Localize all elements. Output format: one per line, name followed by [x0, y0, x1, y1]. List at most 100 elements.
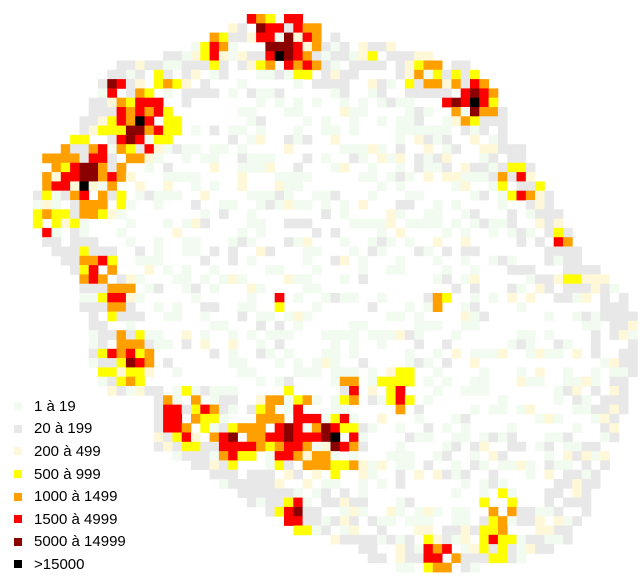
- grid-cell: [274, 51, 285, 61]
- grid-cell: [293, 497, 303, 508]
- grid-cell: [544, 330, 555, 340]
- grid-cell: [377, 246, 387, 257]
- grid-cell: [228, 358, 238, 368]
- grid-cell: [209, 32, 220, 43]
- grid-cell: [497, 544, 508, 554]
- grid-cell: [386, 534, 396, 545]
- grid-cell: [135, 339, 145, 350]
- grid-cell: [600, 395, 610, 405]
- grid-cell: [144, 116, 155, 126]
- grid-cell: [200, 218, 210, 229]
- grid-cell: [51, 190, 62, 201]
- grid-cell: [321, 516, 331, 526]
- grid-cell: [163, 60, 173, 71]
- grid-cell: [98, 255, 108, 266]
- grid-cell: [163, 162, 173, 173]
- grid-cell: [442, 172, 452, 182]
- grid-cell: [116, 339, 127, 350]
- grid-cell: [590, 330, 601, 340]
- grid-cell: [70, 237, 80, 247]
- grid-cell: [377, 534, 387, 545]
- grid-cell: [237, 274, 248, 285]
- grid-cell: [256, 134, 266, 145]
- grid-cell: [256, 60, 266, 71]
- grid-cell: [460, 320, 471, 331]
- grid-cell: [600, 404, 610, 415]
- grid-cell: [563, 367, 573, 378]
- grid-cell: [507, 441, 517, 452]
- grid-cell: [572, 376, 582, 387]
- grid-cell: [479, 432, 489, 443]
- grid-cell: [321, 116, 331, 126]
- grid-cell: [395, 172, 406, 182]
- grid-cell: [442, 534, 452, 545]
- grid-cell: [479, 144, 489, 154]
- grid-cell: [135, 60, 145, 71]
- grid-cell: [181, 283, 192, 294]
- grid-cell: [135, 348, 145, 359]
- grid-cell: [209, 144, 220, 154]
- grid-cell: [32, 218, 43, 229]
- grid-cell: [284, 190, 294, 201]
- grid-cell: [544, 274, 555, 285]
- grid-cell: [395, 255, 406, 266]
- grid-cell: [386, 172, 396, 182]
- grid-cell: [423, 162, 434, 173]
- grid-cell: [432, 553, 443, 564]
- grid-cell: [293, 413, 303, 424]
- grid-cell: [98, 116, 108, 126]
- grid-cell: [209, 125, 220, 136]
- grid-cell: [488, 404, 499, 415]
- grid-cell: [274, 69, 285, 80]
- legend-item: >15000: [14, 553, 126, 576]
- grid-cell: [535, 200, 545, 210]
- grid-cell: [600, 451, 610, 461]
- grid-cell: [479, 153, 489, 164]
- grid-cell: [88, 283, 99, 294]
- grid-cell: [432, 302, 443, 312]
- grid-cell: [432, 209, 443, 219]
- grid-cell: [404, 460, 415, 471]
- grid-cell: [432, 237, 443, 247]
- grid-cell: [535, 190, 545, 201]
- grid-cell: [237, 423, 248, 433]
- grid-cell: [256, 348, 266, 359]
- grid-cell: [237, 172, 248, 182]
- grid-cell: [535, 534, 545, 545]
- grid-cell: [274, 97, 285, 108]
- grid-cell: [284, 200, 294, 210]
- grid-cell: [572, 404, 582, 415]
- grid-cell: [116, 330, 127, 340]
- grid-cell: [600, 293, 610, 303]
- grid-cell: [116, 97, 127, 108]
- grid-cell: [311, 246, 322, 257]
- grid-cell: [488, 506, 499, 517]
- grid-cell: [544, 469, 555, 480]
- grid-cell: [377, 237, 387, 247]
- grid-cell: [339, 525, 350, 536]
- grid-cell: [98, 125, 108, 136]
- grid-cell: [125, 172, 136, 182]
- grid-cell: [488, 172, 499, 182]
- grid-cell: [451, 97, 462, 108]
- grid-cell: [330, 134, 341, 145]
- grid-cell: [442, 134, 452, 145]
- grid-cell: [284, 218, 294, 229]
- grid-cell: [246, 209, 257, 219]
- grid-cell: [60, 172, 71, 182]
- grid-cell: [460, 423, 471, 433]
- grid-cell: [311, 506, 322, 517]
- grid-cell: [98, 144, 108, 154]
- grid-cell: [460, 544, 471, 554]
- grid-cell: [470, 460, 480, 471]
- grid-cell: [256, 432, 266, 443]
- grid-cell: [330, 339, 341, 350]
- grid-cell: [330, 404, 341, 415]
- grid-cell: [107, 367, 117, 378]
- grid-cell: [590, 376, 601, 387]
- grid-cell: [544, 544, 555, 554]
- grid-cell: [367, 534, 378, 545]
- grid-cell: [358, 60, 369, 71]
- grid-cell: [377, 41, 387, 52]
- grid-cell: [284, 376, 294, 387]
